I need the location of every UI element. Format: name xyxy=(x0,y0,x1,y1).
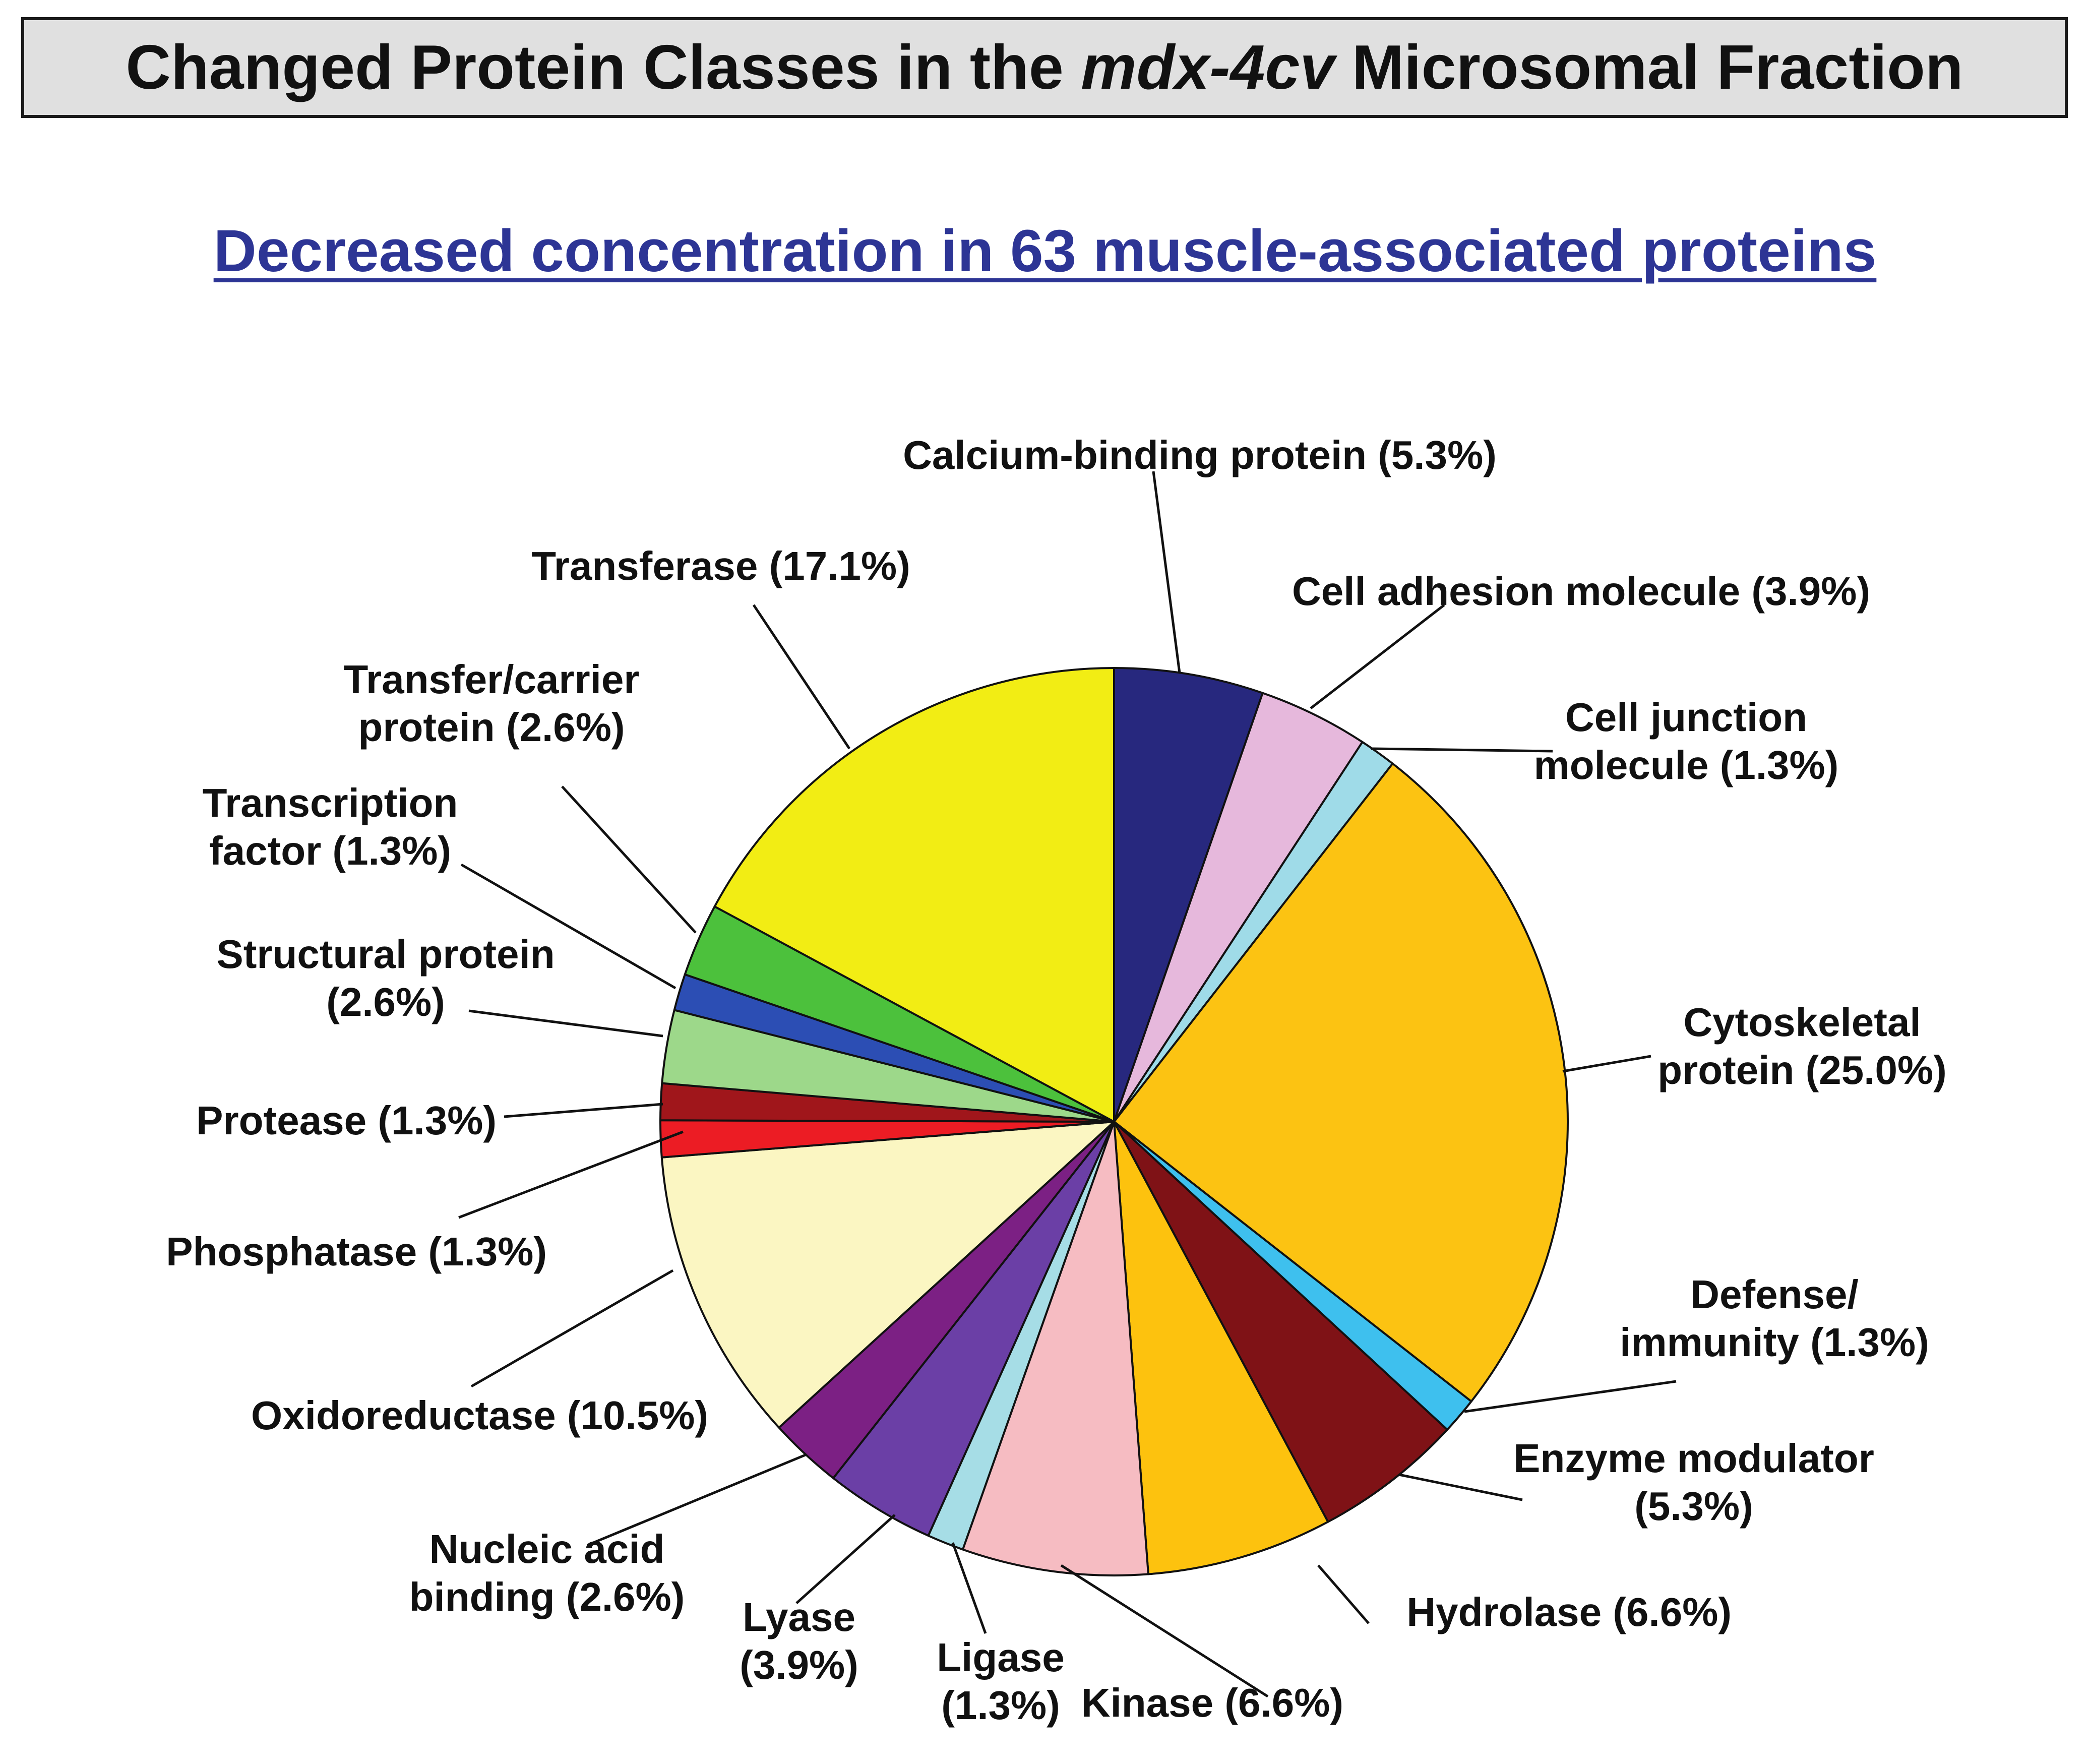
pie-slice-oxidoreductase xyxy=(660,1121,1115,1429)
leader-line-defense-immunity xyxy=(1464,1380,1677,1413)
leader-line-cytoskeletal-protein xyxy=(1562,1055,1651,1073)
leader-line-calcium-binding-protein xyxy=(1152,471,1181,674)
pie-slice-enzyme-modulator xyxy=(1113,1121,1448,1523)
slice-label-line: Calcium-binding protein (5.3%) xyxy=(903,433,1497,477)
slice-label-line: Transcription xyxy=(203,780,458,825)
chart-title: Changed Protein Classes in the mdx-4cv M… xyxy=(126,32,1963,103)
slice-label-line: Protease (1.3%) xyxy=(196,1098,497,1143)
pie-slice-hydrolase xyxy=(1113,1121,1329,1575)
pie-labels: Calcium-binding protein (5.3%) Cell adhes… xyxy=(166,433,1947,1728)
pie-slice-kinase xyxy=(961,1121,1149,1576)
slice-label-transcription-factor: Transcription factor (1.3%) xyxy=(203,780,458,873)
slice-label-line: Oxidoreductase (10.5%) xyxy=(251,1393,708,1438)
leader-line-transferase xyxy=(752,604,851,750)
slice-label-kinase: Kinase (6.6%) xyxy=(1081,1680,1343,1725)
leader-line-hydrolase xyxy=(1317,1564,1370,1624)
slice-label-line: Cell junction xyxy=(1565,695,1807,740)
slice-label-line: immunity (1.3%) xyxy=(1620,1320,1929,1365)
slice-label-line: Transfer/carrier xyxy=(343,657,639,702)
leader-line-phosphatase xyxy=(458,1130,684,1219)
slice-label-enzyme-modulator: Enzyme modulator (5.3%) xyxy=(1513,1436,1874,1529)
slice-label-line: Nucleic acid xyxy=(429,1527,665,1571)
slice-label-line: Enzyme modulator xyxy=(1513,1436,1874,1481)
pie-slice-cell-adhesion-molecule xyxy=(1113,692,1364,1123)
chart-title-part-1: Changed Protein Classes in the xyxy=(126,33,1064,102)
leader-line-kinase xyxy=(1060,1564,1269,1698)
slice-label-structural-protein: Structural protein (2.6%) xyxy=(216,932,555,1024)
slice-label-line: Transferase (17.1%) xyxy=(531,543,910,588)
pie-slice-transferase xyxy=(713,667,1115,1123)
slice-label-line: binding (2.6%) xyxy=(409,1574,685,1619)
slice-label-line: molecule (1.3%) xyxy=(1534,743,1839,787)
slice-label-line: Defense/ xyxy=(1690,1272,1858,1317)
pie-leader-lines xyxy=(458,471,1677,1698)
leader-line-cell-adhesion-molecule xyxy=(1310,604,1445,709)
pie-slice-lyase xyxy=(832,1121,1115,1537)
leader-line-oxidoreductase xyxy=(470,1269,674,1388)
slice-label-transfer-carrier-protein: Transfer/carrier protein (2.6%) xyxy=(343,657,639,750)
leader-line-lyase xyxy=(795,1514,896,1604)
slice-label-line: factor (1.3%) xyxy=(209,828,451,873)
leader-line-enzyme-modulator xyxy=(1398,1473,1523,1501)
slice-label-line: Ligase xyxy=(937,1635,1064,1680)
leader-line-structural-protein xyxy=(468,1009,663,1038)
leader-line-cell-junction-molecule xyxy=(1371,747,1553,753)
slice-label-ligase: Ligase (1.3%) xyxy=(937,1635,1064,1728)
pie-slices xyxy=(659,667,1569,1576)
chart-title-box: Changed Protein Classes in the mdx-4cv M… xyxy=(21,17,2068,118)
slice-label-line: Lyase xyxy=(743,1595,855,1639)
slice-label-line: (2.6%) xyxy=(326,980,445,1024)
slice-label-line: Cytoskeletal xyxy=(1683,1000,1921,1045)
slice-label-protease: Protease (1.3%) xyxy=(196,1098,497,1143)
pie-slice-calcium-binding-protein xyxy=(1113,667,1264,1123)
slice-label-transferase: Transferase (17.1%) xyxy=(531,543,910,588)
slice-label-defense-immunity: Defense/immunity (1.3%) xyxy=(1620,1272,1929,1365)
slice-label-line: Kinase (6.6%) xyxy=(1081,1680,1343,1725)
slice-label-cell-adhesion-molecule: Cell adhesion molecule (3.9%) xyxy=(1292,569,1870,614)
slice-label-calcium-binding-protein: Calcium-binding protein (5.3%) xyxy=(903,433,1497,477)
slice-label-cell-junction-molecule: Cell junction molecule (1.3%) xyxy=(1534,695,1839,787)
slice-label-line: protein (2.6%) xyxy=(358,705,625,750)
leader-line-nucleic-acid-binding xyxy=(587,1453,807,1547)
slice-label-line: (1.3%) xyxy=(941,1683,1060,1728)
slice-label-line: (5.3%) xyxy=(1634,1484,1753,1529)
slice-label-line: Hydrolase (6.6%) xyxy=(1406,1590,1732,1634)
slice-label-lyase: Lyase (3.9%) xyxy=(740,1595,858,1687)
slice-label-line: Cell adhesion molecule (3.9%) xyxy=(1292,569,1870,614)
slice-label-line: Structural protein xyxy=(216,932,555,977)
leader-line-transfer-carrier-protein xyxy=(561,785,697,934)
leader-line-ligase xyxy=(951,1542,987,1634)
slice-label-line: Phosphatase (1.3%) xyxy=(166,1229,547,1274)
slice-label-line: protein (25.0%) xyxy=(1657,1048,1946,1092)
slice-label-nucleic-acid-binding: Nucleic acid binding (2.6%) xyxy=(409,1527,685,1619)
chart-subtitle: Decreased concentration in 63 muscle-ass… xyxy=(213,218,1877,284)
leader-line-transcription-factor xyxy=(460,863,677,990)
chart-title-part-2: Microsomal Fraction xyxy=(1351,33,1963,102)
chart-title-strain: mdx-4cv xyxy=(1081,33,1335,102)
pie-slice-cytoskeletal-protein xyxy=(1113,762,1569,1403)
slice-label-line: (3.9%) xyxy=(740,1643,858,1687)
slice-label-oxidoreductase: Oxidoreductase (10.5%) xyxy=(251,1393,708,1438)
leader-line-protease xyxy=(504,1103,663,1118)
slice-label-cytoskeletal-protein: Cytoskeletal protein (25.0%) xyxy=(1657,1000,1946,1092)
slice-label-phosphatase: Phosphatase (1.3%) xyxy=(166,1229,547,1274)
slice-label-hydrolase: Hydrolase (6.6%) xyxy=(1406,1590,1732,1634)
